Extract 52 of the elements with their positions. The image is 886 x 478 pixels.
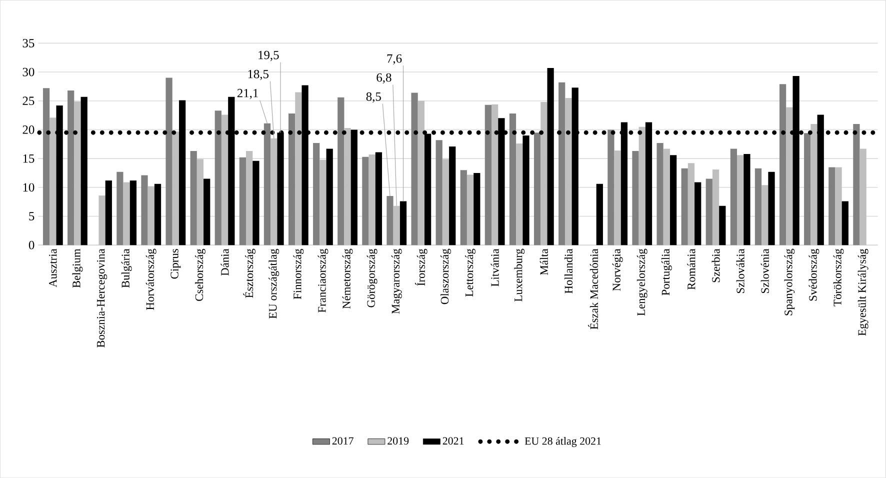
y-tick-label: 25: [22, 96, 34, 105]
x-tick-label: Norvégia: [612, 248, 623, 291]
data-label: 7,6: [387, 54, 402, 64]
x-tick-label: Lettország: [465, 248, 476, 297]
y-tick-label: 15: [23, 154, 34, 163]
x-tick-label: EU országátlag: [268, 248, 280, 318]
x-tick-label: Lengyelország: [636, 248, 648, 316]
x-tick-label: Törökország: [833, 248, 844, 306]
x-tick-label: Görögország: [366, 248, 378, 308]
x-tick-label: Franciaország: [318, 248, 328, 312]
x-tick-label: Olaszország: [440, 248, 451, 304]
x-tick-label: Horvátország: [146, 248, 156, 310]
x-tick-label: Luxemburg: [514, 248, 525, 302]
data-label: 19,5: [258, 50, 279, 61]
x-tick-label: Finnország: [293, 248, 304, 300]
x-tick-label: Írország: [415, 248, 428, 286]
x-tick-label: Málta: [540, 248, 548, 275]
x-tick-label: Bosznia-Hercegovina: [97, 248, 108, 348]
x-tick-label: Szlovákia: [736, 248, 744, 293]
y-tick-label: 35: [22, 38, 34, 48]
x-tick-label: Csehország: [195, 248, 206, 301]
x-tick-label: Hollandia: [564, 248, 572, 294]
x-tick-label: Belgium: [72, 248, 83, 288]
x-tick-label: Észak Macedónia: [588, 248, 598, 330]
data-label: 8,5: [366, 92, 381, 102]
x-tick-label: Észtország: [243, 248, 256, 298]
x-tick-label: Bulgária: [121, 248, 132, 288]
y-tick-label: 30: [22, 68, 34, 76]
legend-label: EU 28 átlag 2021: [524, 436, 601, 447]
x-tick-label: Svédország: [808, 248, 820, 301]
x-tick-label: Egyesült Királyság: [858, 248, 868, 336]
legend-label: 2017: [332, 437, 354, 445]
legend-label: 2019: [388, 437, 409, 445]
y-tick-label: 5: [29, 212, 34, 220]
x-tick-label: Szerbia: [712, 248, 720, 282]
x-tick-label: Románia: [687, 248, 696, 290]
x-tick-label: Németország: [342, 248, 353, 309]
y-tick-label: 10: [23, 183, 34, 192]
x-tick-label: Szlovénia: [760, 248, 769, 293]
y-tick-label: 20: [22, 125, 34, 134]
x-tick-label: Spanyolország: [784, 248, 795, 316]
data-label: 6,8: [376, 73, 392, 84]
y-tick-label: 0: [28, 240, 34, 250]
x-tick-label: Portugália: [661, 248, 672, 296]
x-tick-label: Litvánia: [490, 248, 499, 286]
x-tick-label: Ausztria: [49, 248, 57, 288]
x-tick-label: Dánia: [220, 248, 229, 276]
data-label: 18,5: [248, 70, 269, 80]
data-label: 21,1: [237, 88, 258, 100]
x-tick-label: Ciprus: [170, 248, 181, 279]
x-tick-label: Magyarország: [391, 248, 402, 314]
legend-label: 2021: [442, 437, 464, 445]
